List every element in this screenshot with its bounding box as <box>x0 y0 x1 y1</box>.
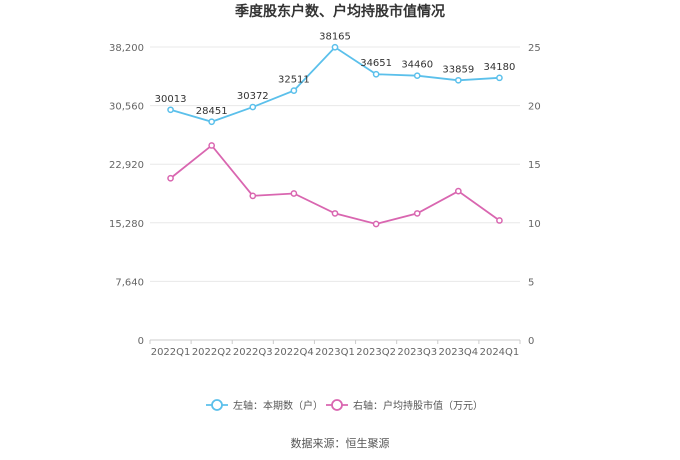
x-tick-label: 2023Q4 <box>438 347 478 358</box>
data-point <box>496 74 503 82</box>
x-tick-label: 2022Q3 <box>233 347 273 358</box>
data-point <box>167 106 174 114</box>
data-point <box>454 187 462 195</box>
y-left-tick-label: 22,920 <box>109 160 144 171</box>
x-tick-label: 2022Q2 <box>192 347 232 358</box>
data-point <box>413 210 421 217</box>
legend-swatch-marker <box>331 399 343 411</box>
data-label: 32511 <box>278 75 310 86</box>
x-tick-label: 2022Q1 <box>151 347 191 358</box>
legend: 左轴：本期数（户） 右轴：户均持股市值（万元） <box>206 399 483 412</box>
y-left-tick-label: 15,280 <box>109 219 144 230</box>
grid-lines <box>150 46 520 341</box>
x-tick-label: 2022Q4 <box>274 347 314 358</box>
data-source-note: 数据来源：恒生聚源 <box>291 436 390 450</box>
y-right-tick-label: 10 <box>528 219 541 230</box>
axes: 0 7,640 15,280 22,920 30,560 38,200 0 5 10 15 20 25… <box>109 43 541 358</box>
data-point <box>331 210 339 217</box>
legend-swatch-marker <box>211 399 223 411</box>
data-point <box>249 103 257 111</box>
data-point <box>208 142 216 149</box>
x-tick-label: 2023Q3 <box>397 347 437 358</box>
y-right-tick-label: 25 <box>528 43 541 54</box>
data-label: 38165 <box>319 31 351 42</box>
data-point <box>290 190 298 197</box>
series-layer: 30013 28451 30372 32511 38165 34651 34460 33859… <box>155 31 516 228</box>
y-right-tick-label: 0 <box>528 336 534 347</box>
data-label: 33859 <box>442 64 474 75</box>
data-point <box>413 72 421 80</box>
y-left-tick-label: 30,560 <box>109 102 144 113</box>
data-point <box>249 192 257 200</box>
y-left-tick-label: 7,640 <box>115 277 144 288</box>
data-point <box>290 87 298 94</box>
y-right-tick-label: 15 <box>528 160 541 171</box>
data-label: 34180 <box>484 62 516 73</box>
data-label: 28451 <box>196 106 228 117</box>
legend-label: 左轴：本期数（户） <box>233 399 323 412</box>
data-point <box>372 70 380 78</box>
data-point <box>208 118 216 126</box>
y-right-tick-label: 20 <box>528 102 541 113</box>
data-label: 30372 <box>237 91 269 102</box>
data-point <box>496 217 503 224</box>
y-left-tick-label: 0 <box>138 336 144 347</box>
y-left-tick-label: 38,200 <box>109 43 144 54</box>
x-tick-label: 2023Q2 <box>356 347 396 358</box>
data-point <box>454 76 462 84</box>
data-point <box>167 174 174 182</box>
data-label: 30013 <box>155 94 187 105</box>
data-point <box>331 43 339 51</box>
legend-label: 右轴：户均持股市值（万元） <box>353 399 483 412</box>
data-point <box>372 220 380 228</box>
data-label: 34651 <box>360 58 392 69</box>
x-tick-label: 2023Q1 <box>315 347 355 358</box>
chart-title: 季度股东户数、户均持股市值情况 <box>234 3 445 20</box>
x-tick-label: 2024Q1 <box>480 347 520 358</box>
data-label: 34460 <box>401 60 433 71</box>
y-right-tick-label: 5 <box>528 277 534 288</box>
